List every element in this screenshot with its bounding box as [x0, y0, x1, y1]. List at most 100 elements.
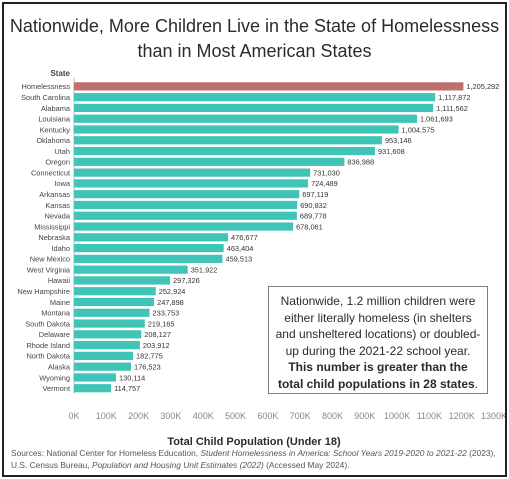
category-label: Oregon: [45, 158, 70, 167]
x-tick-label: 700K: [290, 411, 311, 421]
bar: [74, 146, 375, 156]
data-label: 203,912: [143, 341, 170, 350]
x-tick-label: 500K: [225, 411, 246, 421]
category-label: Utah: [54, 147, 70, 156]
category-label: South Dakota: [25, 319, 71, 328]
bar-chart: State Homelessness 1,205,292 South Carolina…: [17, 69, 505, 448]
data-label: 836,988: [347, 158, 374, 167]
bar: [74, 168, 311, 177]
data-label: 219,165: [148, 319, 175, 328]
data-label: 1,004,575: [402, 125, 435, 134]
bar: [74, 243, 224, 253]
chart-title-line2: than in Most American States: [137, 41, 372, 61]
data-label: 130,114: [119, 373, 145, 382]
category-label: Rhode Island: [26, 341, 70, 350]
bar: [74, 265, 188, 274]
data-label: 953,146: [385, 136, 412, 145]
bar: [74, 319, 145, 328]
category-label: Mississippi: [34, 222, 70, 231]
category-label: West Virginia: [27, 265, 71, 274]
bar: [74, 362, 132, 371]
bar: [74, 211, 297, 220]
x-tick-label: 600K: [257, 411, 278, 421]
sources-text: (2023), U.S. Census Bureau,: [11, 448, 496, 470]
data-label: 208,127: [144, 330, 171, 339]
data-label: 689,778: [300, 212, 327, 221]
data-label: 233,753: [153, 309, 180, 318]
data-label: 724,489: [311, 179, 338, 188]
callout-text: Nationwide, 1.2 million children were ei…: [275, 294, 481, 358]
bar: [74, 330, 142, 339]
x-tick-label: 300K: [160, 411, 181, 421]
sources-note: Sources: National Center for Homeless Ed…: [11, 448, 503, 471]
category-label: Connecticut: [31, 168, 70, 177]
category-label: Delaware: [39, 330, 70, 339]
category-label: Iowa: [54, 179, 71, 188]
x-tick-label: 100K: [96, 411, 117, 421]
data-label: 931,608: [378, 147, 405, 156]
bar: [74, 373, 117, 382]
sources-title-2: Population and Housing Unit Estimates (2…: [92, 459, 264, 470]
bar: [74, 190, 300, 199]
data-label: 114,757: [114, 384, 140, 393]
category-label: Oklahoma: [36, 136, 71, 145]
bar: [74, 222, 294, 231]
bar: [74, 276, 171, 285]
bar: [74, 179, 309, 188]
data-label: 1,205,292: [466, 82, 499, 91]
data-label: 463,404: [227, 244, 254, 253]
sources-text: (Accessed May 2024).: [263, 459, 350, 470]
bar: [74, 351, 134, 360]
data-label: 351,922: [191, 265, 218, 274]
callout-text-end: .: [474, 376, 479, 391]
x-tick-label: 0K: [68, 411, 79, 421]
category-label: Idaho: [52, 244, 71, 253]
category-label: Nevada: [45, 212, 71, 221]
bar: [74, 93, 436, 102]
x-tick-label: 800K: [322, 411, 343, 421]
bar: [74, 200, 298, 210]
category-label: Vermont: [42, 384, 70, 393]
category-label: Nebraska: [38, 233, 71, 242]
data-label: 176,523: [134, 362, 161, 371]
data-label: 459,513: [225, 255, 252, 264]
data-label: 1,111,562: [436, 104, 468, 113]
x-tick-label: 200K: [128, 411, 149, 421]
bar: [74, 103, 434, 113]
x-tick-label: 400K: [193, 411, 214, 421]
bar: [74, 254, 223, 263]
category-label: New Mexico: [30, 255, 70, 264]
sources-title-1: Student Homelessness in America: School …: [200, 448, 467, 458]
category-label: Alaska: [48, 362, 71, 371]
category-label: Kentucky: [40, 125, 71, 134]
x-tick-label: 1000K: [384, 411, 410, 421]
category-label: Louisiana: [38, 115, 71, 124]
category-label: Kansas: [45, 201, 70, 210]
sources-text: Sources: National Center for Homeless Ed…: [11, 448, 201, 458]
category-label: Arkansas: [39, 190, 70, 199]
data-label: 252,924: [159, 287, 186, 296]
x-tick-label: 900K: [354, 411, 375, 421]
bar: [74, 82, 464, 91]
data-label: 1,117,872: [438, 93, 470, 102]
data-label: 247,898: [157, 298, 184, 307]
category-label: Maine: [50, 298, 70, 307]
category-label: Wyoming: [39, 373, 70, 382]
bar: [74, 384, 112, 393]
category-label: Alabama: [41, 104, 71, 113]
x-tick-label: 1300K: [481, 411, 505, 421]
column-header: State: [50, 69, 70, 78]
data-label: 182,775: [136, 352, 163, 361]
callout-bold-text: This number is greater than the total ch…: [277, 360, 475, 391]
data-label: 731,030: [313, 168, 340, 177]
category-label: South Carolina: [21, 93, 71, 102]
x-axis-title: Total Child Population (Under 18): [167, 436, 341, 448]
bar: [74, 287, 156, 296]
category-label: Montana: [41, 309, 71, 318]
data-label: 476,677: [231, 233, 258, 242]
category-label: New Hampshire: [17, 287, 70, 296]
bar: [74, 136, 382, 145]
category-label: North Dakota: [26, 352, 70, 361]
bar: [74, 297, 155, 307]
